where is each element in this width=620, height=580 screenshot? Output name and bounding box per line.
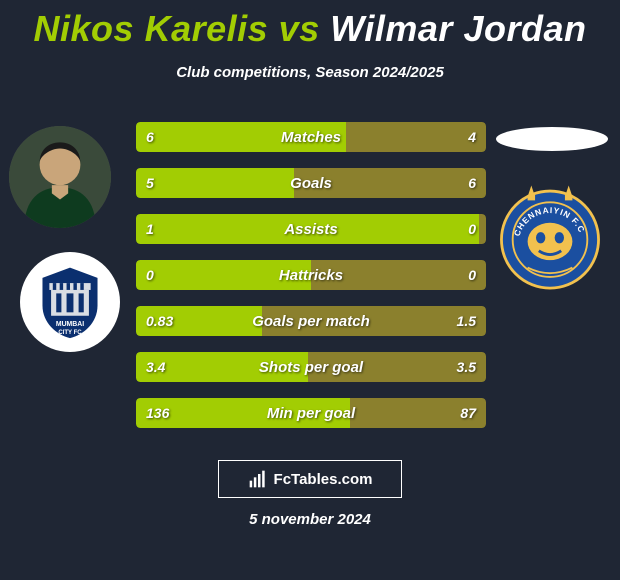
stat-bar-left bbox=[136, 122, 346, 152]
stat-row: 10Assists bbox=[136, 214, 486, 244]
player2-name: Wilmar Jordan bbox=[330, 8, 586, 49]
stat-value-right: 0 bbox=[458, 260, 486, 290]
stat-row: 3.43.5Shots per goal bbox=[136, 352, 486, 382]
stat-bar-left bbox=[136, 214, 479, 244]
stat-value-right: 6 bbox=[458, 168, 486, 198]
stat-value-left: 3.4 bbox=[136, 352, 175, 382]
comparison-title: Nikos Karelis vs Wilmar Jordan bbox=[0, 0, 620, 50]
subtitle: Club competitions, Season 2024/2025 bbox=[0, 64, 620, 81]
vs-text: vs bbox=[279, 8, 320, 49]
stat-value-right: 4 bbox=[458, 122, 486, 152]
stat-value-left: 5 bbox=[136, 168, 164, 198]
svg-text:MUMBAI: MUMBAI bbox=[56, 321, 84, 328]
player2-club-badge: CHENNAIYIN F.C. bbox=[494, 178, 606, 290]
stat-value-left: 1 bbox=[136, 214, 164, 244]
stat-row: 56Goals bbox=[136, 168, 486, 198]
stat-value-right: 87 bbox=[450, 398, 486, 428]
mumbai-city-badge-icon: MUMBAI CITY FC bbox=[27, 259, 113, 345]
stat-row: 00Hattricks bbox=[136, 260, 486, 290]
stat-row: 13687Min per goal bbox=[136, 398, 486, 428]
player1-name: Nikos Karelis bbox=[34, 8, 269, 49]
stat-row: 0.831.5Goals per match bbox=[136, 306, 486, 336]
player2-photo-placeholder bbox=[496, 127, 608, 151]
brand-badge: FcTables.com bbox=[218, 460, 402, 498]
chart-icon bbox=[248, 469, 268, 489]
stats-container: 64Matches56Goals10Assists00Hattricks0.83… bbox=[136, 122, 486, 444]
player1-club-badge: MUMBAI CITY FC bbox=[20, 252, 120, 352]
footer-date: 5 november 2024 bbox=[0, 511, 620, 528]
brand-text: FcTables.com bbox=[274, 471, 373, 488]
stat-value-right: 1.5 bbox=[447, 306, 486, 336]
stat-bar-right bbox=[294, 168, 487, 198]
player1-photo bbox=[9, 126, 111, 228]
stat-value-left: 6 bbox=[136, 122, 164, 152]
player1-avatar-icon bbox=[9, 126, 111, 228]
stat-value-left: 136 bbox=[136, 398, 179, 428]
stat-value-right: 0 bbox=[458, 214, 486, 244]
stat-value-left: 0 bbox=[136, 260, 164, 290]
svg-text:CITY FC: CITY FC bbox=[58, 330, 82, 336]
stat-value-left: 0.83 bbox=[136, 306, 183, 336]
stat-value-right: 3.5 bbox=[447, 352, 486, 382]
stat-row: 64Matches bbox=[136, 122, 486, 152]
chennaiyin-badge-icon: CHENNAIYIN F.C. bbox=[494, 178, 606, 290]
